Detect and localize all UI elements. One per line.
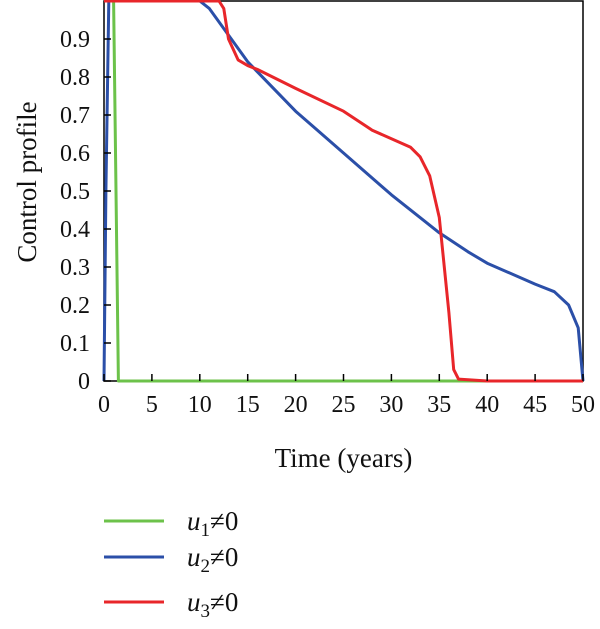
legend-label-u1: u1≠0 bbox=[187, 506, 238, 541]
y-tick-label: 0.5 bbox=[60, 179, 90, 205]
x-tick-label: 30 bbox=[379, 392, 403, 418]
plot-frame bbox=[103, 0, 584, 382]
x-tick-label: 35 bbox=[427, 392, 451, 418]
x-tick-label: 40 bbox=[475, 392, 499, 418]
x-axis-title: Time (years) bbox=[275, 443, 413, 473]
y-tick-label: 0.6 bbox=[60, 141, 90, 167]
y-tick-label: 0.9 bbox=[60, 27, 90, 53]
x-tick-label: 0 bbox=[98, 392, 110, 418]
y-tick-label: 0.1 bbox=[60, 331, 90, 357]
x-axis-ticks: 0 5 10 15 20 25 30 35 40 45 50 bbox=[98, 374, 595, 418]
y-tick-label: 0 bbox=[78, 369, 90, 395]
series-line-u2 bbox=[102, 0, 585, 382]
legend-label-u2: u2≠0 bbox=[187, 542, 238, 577]
legend-label-u3: u3≠0 bbox=[187, 587, 238, 622]
y-tick-label: 0.4 bbox=[60, 217, 90, 243]
y-axis-title: Control profile bbox=[12, 101, 42, 262]
series-line-u1 bbox=[104, 0, 583, 383]
x-tick-label: 25 bbox=[332, 392, 356, 418]
x-tick-label: 50 bbox=[571, 392, 595, 418]
series-line-u3 bbox=[104, 0, 583, 383]
y-axis-ticks: 0 0.1 0.2 0.3 0.4 0.5 0.6 0.7 0.8 0.9 bbox=[60, 27, 111, 395]
x-tick-label: 45 bbox=[523, 392, 547, 418]
x-tick-label: 10 bbox=[188, 392, 212, 418]
y-tick-label: 0.2 bbox=[60, 293, 90, 319]
y-tick-label: 0.7 bbox=[60, 103, 90, 129]
y-tick-label: 0.3 bbox=[60, 255, 90, 281]
x-tick-label: 20 bbox=[284, 392, 308, 418]
plot-area bbox=[103, 0, 584, 382]
legend: u1≠0u2≠0 u3≠0 bbox=[104, 506, 238, 622]
series-lines bbox=[102, 0, 585, 383]
x-tick-label: 5 bbox=[146, 392, 158, 418]
y-tick-label: 0.8 bbox=[60, 65, 90, 91]
x-tick-label: 15 bbox=[236, 392, 260, 418]
